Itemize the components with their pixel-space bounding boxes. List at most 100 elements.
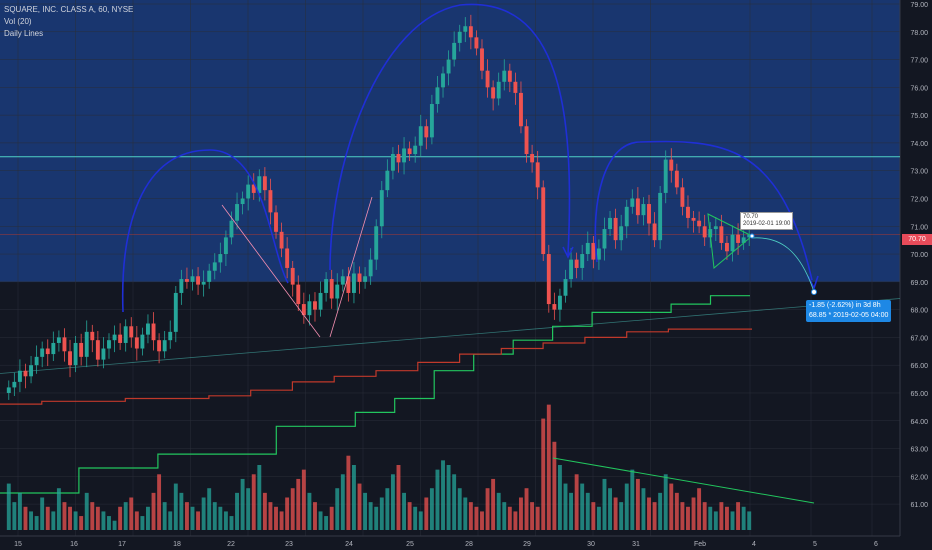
volume-bar bbox=[79, 516, 84, 530]
candle-body bbox=[596, 248, 601, 260]
candle-body bbox=[591, 242, 596, 260]
candle-body bbox=[557, 295, 562, 310]
volume-bar bbox=[179, 492, 184, 530]
volume-bar bbox=[251, 474, 256, 530]
volume-bar bbox=[608, 488, 612, 530]
volume-bar bbox=[290, 488, 295, 530]
candle-body bbox=[73, 342, 78, 366]
volume-trend-line bbox=[552, 457, 815, 504]
volume-bar bbox=[474, 506, 479, 530]
price-tick-label: 65.00 bbox=[910, 391, 928, 398]
volume-bar bbox=[418, 511, 423, 530]
volume-bar bbox=[351, 465, 356, 530]
candle-body bbox=[697, 220, 702, 227]
target-arrow-icon bbox=[807, 275, 819, 291]
volume-bar bbox=[29, 511, 34, 530]
volume-bar bbox=[541, 418, 546, 530]
candle-body bbox=[179, 279, 184, 293]
volume-bar bbox=[602, 478, 607, 530]
time-tick-label: 6 bbox=[874, 541, 878, 548]
time-tick-label: 28 bbox=[465, 541, 473, 548]
candle-body bbox=[491, 87, 496, 99]
volume-bar bbox=[708, 506, 713, 530]
volume-bar bbox=[129, 497, 134, 530]
candle-body bbox=[441, 73, 445, 88]
candle-body bbox=[45, 348, 50, 355]
volume-bar bbox=[307, 492, 312, 530]
volume-bar bbox=[262, 492, 267, 530]
candle-body bbox=[134, 337, 139, 349]
candle-body bbox=[246, 184, 251, 199]
volume-bar bbox=[680, 502, 685, 530]
candle-body bbox=[196, 276, 201, 285]
projection-path bbox=[751, 237, 815, 293]
candle-body bbox=[201, 281, 206, 285]
candle-body bbox=[151, 323, 156, 341]
volume-bar bbox=[463, 497, 468, 530]
volume-bar bbox=[563, 483, 568, 530]
volume-bar bbox=[524, 488, 529, 530]
volume-bar bbox=[207, 488, 212, 530]
volume-bar bbox=[151, 492, 156, 530]
volume-bar bbox=[73, 511, 78, 530]
candle-body bbox=[313, 301, 317, 310]
candle-body bbox=[669, 159, 674, 171]
volume-bar bbox=[435, 469, 440, 530]
candle-body bbox=[674, 170, 679, 188]
candle-body bbox=[691, 217, 696, 221]
volume-bar bbox=[212, 502, 217, 530]
volume-bar bbox=[396, 465, 401, 530]
volume-bar bbox=[647, 497, 651, 530]
candle-body bbox=[318, 292, 323, 310]
volume-bar bbox=[591, 502, 596, 530]
up-move-arrow bbox=[329, 196, 373, 338]
candle-body bbox=[56, 337, 61, 343]
candle-body bbox=[635, 198, 640, 216]
candle-body bbox=[118, 334, 123, 343]
candle-body bbox=[17, 370, 22, 382]
volume-bar bbox=[446, 465, 451, 530]
candle-body bbox=[585, 242, 590, 255]
symbol-title[interactable]: SQUARE, INC. CLASS A, 60, NYSE bbox=[4, 5, 134, 14]
volume-bar bbox=[374, 506, 379, 530]
candle-body bbox=[223, 237, 228, 255]
volume-bar bbox=[452, 474, 457, 530]
candle-body bbox=[357, 273, 362, 282]
candle-body bbox=[480, 48, 484, 71]
volume-bar bbox=[546, 404, 551, 530]
candle-body bbox=[519, 92, 523, 127]
candle-body bbox=[563, 279, 568, 296]
volume-bar bbox=[468, 502, 473, 530]
volume-bar bbox=[702, 502, 707, 530]
candle-body bbox=[468, 26, 473, 38]
volume-bar bbox=[218, 506, 223, 530]
daily-lines-indicator-label[interactable]: Daily Lines bbox=[4, 29, 44, 38]
candle-body bbox=[686, 206, 690, 218]
volume-bar bbox=[257, 465, 262, 530]
candle-body bbox=[379, 190, 384, 227]
volume-bar bbox=[596, 506, 601, 530]
volume-bar bbox=[719, 502, 724, 530]
volume-bar bbox=[669, 483, 674, 530]
volume-bar bbox=[346, 455, 351, 530]
candle-body bbox=[29, 365, 34, 377]
volume-bar bbox=[530, 502, 535, 530]
candle-body bbox=[741, 237, 746, 243]
time-tick-label: 30 bbox=[587, 541, 595, 548]
volume-bar bbox=[184, 502, 189, 530]
point-callout: 70.70 2019-02-01 19:00 bbox=[740, 212, 794, 230]
price-tick-label: 78.00 bbox=[910, 30, 928, 37]
volume-indicator-label[interactable]: Vol (20) bbox=[4, 17, 32, 26]
volume-bar bbox=[402, 492, 407, 530]
triangle-pattern bbox=[707, 213, 753, 269]
volume-bar bbox=[574, 474, 579, 530]
candle-body bbox=[307, 301, 312, 316]
volume-bar bbox=[441, 460, 445, 530]
candle-body bbox=[630, 198, 635, 207]
candle-body bbox=[524, 126, 529, 155]
projection-start-point bbox=[749, 233, 755, 239]
volume-bar bbox=[196, 511, 201, 530]
time-tick-label: 23 bbox=[285, 541, 293, 548]
